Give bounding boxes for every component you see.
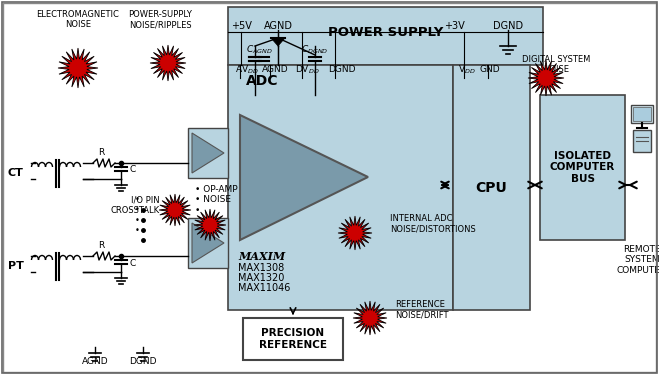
Text: +5V: +5V xyxy=(231,21,252,31)
FancyBboxPatch shape xyxy=(540,95,625,240)
Polygon shape xyxy=(58,48,98,88)
Polygon shape xyxy=(271,38,285,46)
FancyBboxPatch shape xyxy=(631,105,653,123)
Text: R: R xyxy=(98,241,104,250)
Text: I/O PIN
CROSSTALK: I/O PIN CROSSTALK xyxy=(111,195,160,215)
Polygon shape xyxy=(150,45,186,81)
Polygon shape xyxy=(240,115,368,240)
Text: CT: CT xyxy=(8,168,24,178)
FancyBboxPatch shape xyxy=(3,3,656,372)
Text: $C_{AGND}$: $C_{AGND}$ xyxy=(246,44,272,56)
Text: DGND: DGND xyxy=(493,21,523,31)
Text: AGND: AGND xyxy=(264,21,293,31)
Text: +3V: +3V xyxy=(444,21,465,31)
FancyBboxPatch shape xyxy=(453,65,530,310)
Text: •
•
•
•: • • • • xyxy=(135,195,140,235)
Text: AGND: AGND xyxy=(262,66,289,75)
Text: V$_{DD}$: V$_{DD}$ xyxy=(458,64,476,76)
FancyBboxPatch shape xyxy=(633,130,651,152)
Text: R: R xyxy=(98,148,104,157)
Text: DIGITAL SYSTEM
NOISE: DIGITAL SYSTEM NOISE xyxy=(522,55,590,74)
Text: DGND: DGND xyxy=(328,66,355,75)
Text: AV$_{DD}$: AV$_{DD}$ xyxy=(235,64,259,76)
Text: • OP-AMP
• NOISE
•: • OP-AMP • NOISE • xyxy=(195,185,238,215)
Polygon shape xyxy=(159,194,191,226)
Text: ADC: ADC xyxy=(246,74,279,88)
Polygon shape xyxy=(194,209,226,241)
Text: MAX1308: MAX1308 xyxy=(238,263,284,273)
Text: MAX11046: MAX11046 xyxy=(238,283,291,293)
Text: CPU: CPU xyxy=(476,180,507,195)
Polygon shape xyxy=(192,223,224,263)
Text: INTERNAL ADC
NOISE/DISTORTIONS: INTERNAL ADC NOISE/DISTORTIONS xyxy=(390,214,476,234)
Text: ISOLATED
COMPUTER
BUS: ISOLATED COMPUTER BUS xyxy=(550,151,615,184)
Polygon shape xyxy=(528,60,564,96)
FancyBboxPatch shape xyxy=(228,7,543,65)
FancyBboxPatch shape xyxy=(633,107,651,121)
Polygon shape xyxy=(353,301,387,335)
Text: MAX1320: MAX1320 xyxy=(238,273,285,283)
Text: POWER-SUPPLY
NOISE/RIPPLES: POWER-SUPPLY NOISE/RIPPLES xyxy=(128,10,192,29)
FancyBboxPatch shape xyxy=(188,218,228,268)
Text: DV$_{DD}$: DV$_{DD}$ xyxy=(295,64,320,76)
Polygon shape xyxy=(192,133,224,173)
Text: MAXIM: MAXIM xyxy=(238,252,285,262)
Text: REMOTE
SYSTEM
COMPUTER: REMOTE SYSTEM COMPUTER xyxy=(617,245,659,275)
Polygon shape xyxy=(338,216,372,250)
FancyBboxPatch shape xyxy=(243,318,343,360)
Text: $C_{DGND}$: $C_{DGND}$ xyxy=(301,44,329,56)
Text: DGND: DGND xyxy=(129,357,157,366)
Text: GND: GND xyxy=(480,66,501,75)
Text: REFERENCE
NOISE/DRIFT: REFERENCE NOISE/DRIFT xyxy=(395,300,449,320)
Text: ELECTROMAGNETIC
NOISE: ELECTROMAGNETIC NOISE xyxy=(36,10,119,29)
Text: C: C xyxy=(129,258,135,267)
Text: PRECISION
REFERENCE: PRECISION REFERENCE xyxy=(259,328,327,350)
FancyBboxPatch shape xyxy=(228,65,453,310)
Text: PT: PT xyxy=(8,261,24,271)
Text: AGND: AGND xyxy=(82,357,108,366)
Text: POWER SUPPLY: POWER SUPPLY xyxy=(328,27,444,39)
FancyBboxPatch shape xyxy=(188,128,228,178)
Text: C: C xyxy=(129,165,135,174)
